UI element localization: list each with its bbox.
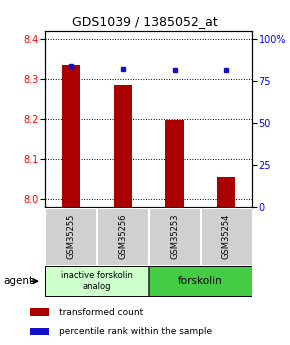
Bar — [217, 177, 235, 207]
FancyBboxPatch shape — [149, 266, 252, 296]
Text: agent: agent — [3, 276, 33, 286]
Text: percentile rank within the sample: percentile rank within the sample — [59, 327, 212, 336]
Text: GSM35255: GSM35255 — [66, 214, 75, 259]
Bar — [30, 308, 49, 316]
Bar — [62, 65, 80, 207]
Text: transformed count: transformed count — [59, 308, 143, 317]
Text: forskolin: forskolin — [178, 276, 223, 286]
Text: GDS1039 / 1385052_at: GDS1039 / 1385052_at — [72, 16, 218, 29]
Bar — [114, 85, 132, 207]
FancyBboxPatch shape — [97, 208, 148, 265]
Bar — [166, 120, 184, 207]
FancyBboxPatch shape — [46, 208, 96, 265]
Text: GSM35254: GSM35254 — [222, 214, 231, 259]
Text: inactive forskolin
analog: inactive forskolin analog — [61, 272, 133, 291]
FancyBboxPatch shape — [46, 266, 148, 296]
Text: GSM35253: GSM35253 — [170, 214, 179, 259]
Bar — [30, 328, 49, 335]
FancyBboxPatch shape — [201, 208, 252, 265]
Text: GSM35256: GSM35256 — [118, 214, 127, 259]
FancyBboxPatch shape — [149, 208, 200, 265]
